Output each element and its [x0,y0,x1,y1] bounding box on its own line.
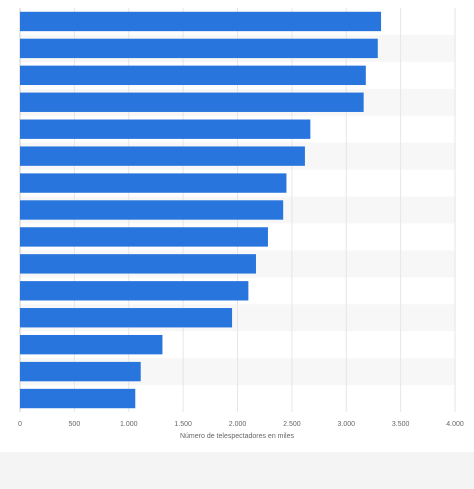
bar [20,308,233,328]
bar [20,334,163,355]
x-tick-label: 500 [69,421,81,428]
bar [20,92,364,112]
x-tick-label: 0 [18,421,22,428]
bar [20,119,311,139]
footer-band [0,452,474,489]
bar [20,65,366,86]
bar [20,388,136,409]
bar [20,281,249,301]
bar [20,38,378,59]
x-tick-label: 2.000 [229,421,247,428]
x-tick-label: 1.500 [174,421,192,428]
x-axis-label: Número de telespectadores en miles [180,433,295,440]
bar [20,361,141,382]
x-tick-label: 2.500 [283,421,301,428]
bar [20,146,305,166]
bar [20,200,284,220]
bar [20,254,256,274]
bar [20,173,287,193]
x-tick-label: 3.000 [337,421,355,428]
bar [20,227,268,247]
x-tick-label: 1.000 [120,421,138,428]
x-tick-label: 3.500 [392,421,410,428]
x-tick-label: 4.000 [446,421,464,428]
bar [20,11,382,32]
